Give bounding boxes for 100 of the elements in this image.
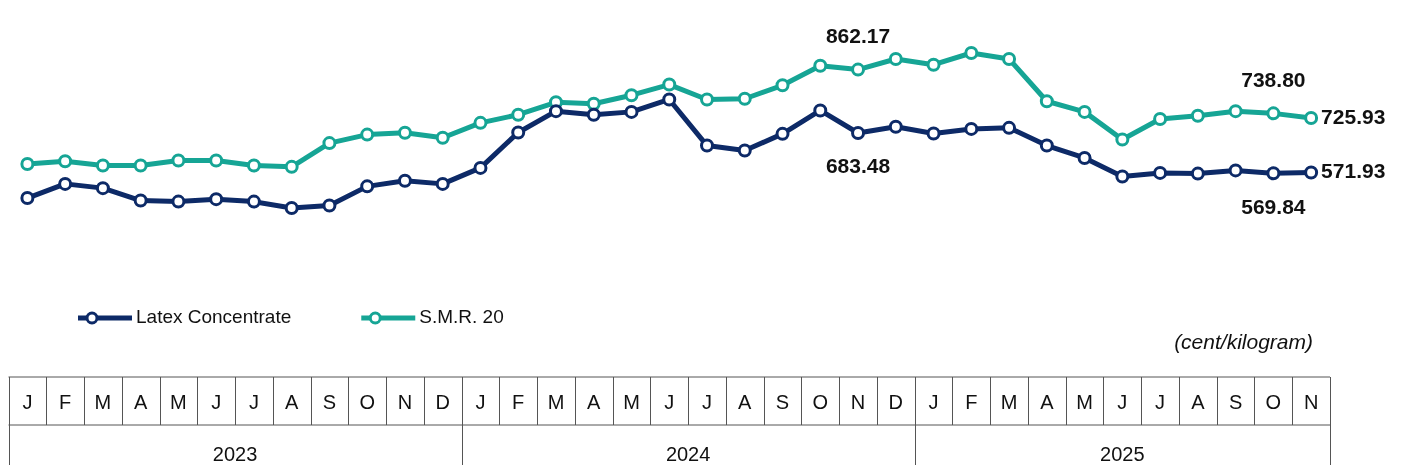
point xyxy=(322,136,337,151)
text: 2024 xyxy=(665,442,711,465)
x-tick-label: M xyxy=(94,390,112,413)
x-tick-label: A xyxy=(133,390,148,413)
x-tick-label: M xyxy=(623,390,640,413)
x-tick-label: F xyxy=(512,390,525,413)
point xyxy=(1002,52,1017,67)
x-tick-label: A xyxy=(738,390,753,413)
x-tick-label: N xyxy=(397,390,413,413)
x-tick-label: M xyxy=(547,390,565,413)
point xyxy=(20,191,35,206)
point xyxy=(813,58,828,73)
point xyxy=(1266,166,1281,181)
x-tick-label: A xyxy=(1191,390,1206,413)
point xyxy=(1039,94,1054,109)
point xyxy=(20,157,35,172)
point xyxy=(511,125,526,140)
x-tick-label: M xyxy=(170,390,187,413)
data-label: 725.93 xyxy=(1321,104,1386,128)
point xyxy=(95,181,110,196)
point xyxy=(851,125,866,140)
point xyxy=(737,91,752,106)
x-tick-label: J xyxy=(1117,390,1128,413)
x-tick-label: F xyxy=(59,390,72,413)
point xyxy=(1039,138,1054,153)
point xyxy=(133,193,148,208)
point xyxy=(322,198,337,213)
text: 2023 xyxy=(212,442,258,465)
x-tick-label: J xyxy=(928,390,939,413)
legend-label: S.M.R. 20 xyxy=(419,306,504,328)
data-label: 569.84 xyxy=(1241,194,1306,218)
point xyxy=(586,107,601,122)
point xyxy=(1077,104,1092,119)
point xyxy=(926,57,941,72)
point xyxy=(964,46,979,60)
text: 2025 xyxy=(1100,442,1145,465)
x-tick-label: D xyxy=(435,390,450,413)
x-tick-label: J xyxy=(1155,390,1166,413)
point xyxy=(700,138,715,153)
point xyxy=(888,119,903,134)
point xyxy=(1228,104,1243,119)
point xyxy=(624,104,639,119)
point xyxy=(1304,165,1319,180)
point xyxy=(700,92,715,107)
point xyxy=(737,143,752,158)
x-tick-label: S xyxy=(775,390,790,413)
point xyxy=(209,153,224,168)
x-tick-label: N xyxy=(1303,390,1319,413)
point xyxy=(1077,150,1092,165)
x-tick-label: O xyxy=(1265,390,1282,413)
point xyxy=(473,160,488,175)
x-tick-label: S xyxy=(322,390,337,413)
point xyxy=(284,201,299,215)
x-tick-label: J xyxy=(22,390,33,413)
point xyxy=(58,154,73,169)
legend-label: Latex Concentrate xyxy=(136,306,292,328)
point xyxy=(1153,111,1168,126)
point xyxy=(1115,169,1130,184)
point xyxy=(775,126,790,141)
point xyxy=(58,176,73,191)
text: (cent/kilogram) xyxy=(1174,329,1313,353)
x-tick-label: F xyxy=(965,390,978,413)
point xyxy=(1304,110,1319,125)
point xyxy=(133,158,148,173)
x-tick-label: J xyxy=(664,390,675,413)
point xyxy=(95,158,110,173)
point xyxy=(1002,120,1017,135)
x-tick-label: A xyxy=(587,390,602,413)
data-label: 738.80 xyxy=(1241,67,1306,91)
point xyxy=(1153,165,1168,180)
point xyxy=(548,104,563,119)
point xyxy=(586,96,601,111)
point xyxy=(1115,132,1130,147)
data-label: 683.48 xyxy=(825,154,891,178)
x-tick-label: J xyxy=(211,390,222,413)
point xyxy=(813,103,828,118)
point xyxy=(1228,163,1243,178)
point xyxy=(851,62,866,77)
point xyxy=(209,192,224,207)
x-tick-label: S xyxy=(1228,390,1243,413)
point xyxy=(246,158,261,173)
point xyxy=(360,179,375,194)
point xyxy=(435,130,450,145)
point xyxy=(662,77,677,92)
x-tick-label: O xyxy=(359,390,375,413)
x-tick-label: D xyxy=(888,390,904,413)
point xyxy=(662,92,677,107)
point xyxy=(397,125,412,140)
point xyxy=(1190,108,1205,123)
point xyxy=(171,194,186,209)
point xyxy=(511,107,526,122)
point xyxy=(1190,166,1205,181)
point xyxy=(435,176,450,191)
point xyxy=(397,173,412,188)
x-tick-label: N xyxy=(850,390,866,413)
point xyxy=(888,52,903,67)
x-tick-label: J xyxy=(248,390,259,413)
point xyxy=(246,194,261,209)
point xyxy=(1266,106,1281,121)
x-tick-label: A xyxy=(1040,390,1055,413)
